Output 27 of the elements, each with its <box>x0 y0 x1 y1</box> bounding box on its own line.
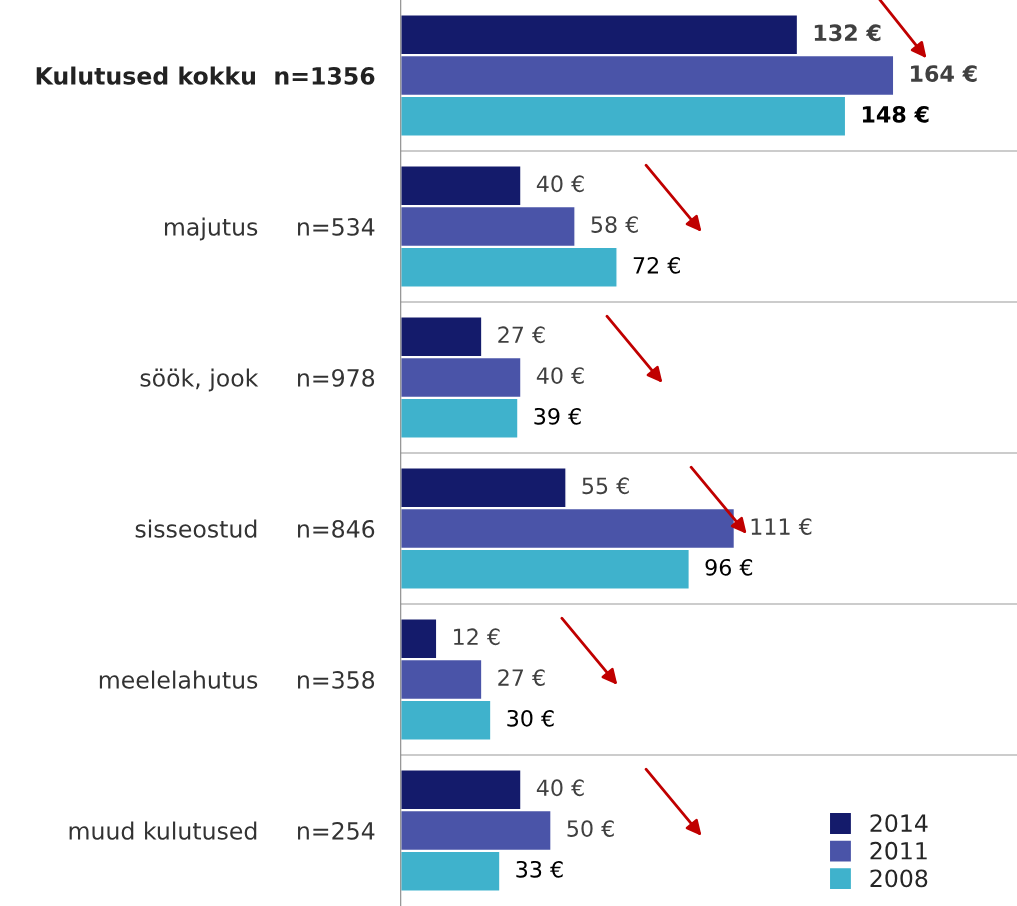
y-tick-label: söök, jook n=978 <box>140 368 375 392</box>
data-label: 96 € <box>705 558 753 576</box>
data-label: 40 € <box>536 367 584 384</box>
data-label: 132 € <box>814 24 881 42</box>
y-tick-label: muud kulutused n=254 <box>69 821 375 840</box>
legend-label: 2008 <box>870 869 928 888</box>
data-label: 40 € <box>536 779 584 797</box>
data-label: 39 € <box>534 407 581 425</box>
data-label: 111 € <box>751 518 812 535</box>
legend-label: 2014 <box>870 814 928 833</box>
y-tick-label: meelelahutus n=358 <box>99 670 375 689</box>
legend-label: 2011 <box>870 841 927 860</box>
data-label: 12 € <box>454 628 500 646</box>
data-label: 30 € <box>507 709 554 727</box>
data-label: 27 € <box>498 669 545 686</box>
data-label: 50 € <box>567 820 614 837</box>
data-label: 58 € <box>591 216 638 233</box>
y-tick-label: majutus n=534 <box>164 217 375 241</box>
data-label: 27 € <box>498 326 545 344</box>
data-label: 55 € <box>582 477 629 495</box>
data-label: 72 € <box>633 256 680 274</box>
data-label: 33 € <box>516 860 563 878</box>
y-tick-label: Kulutused kokku n=1356 <box>36 66 375 85</box>
data-label: 164 € <box>911 65 977 82</box>
y-tick-label: sisseostud n=846 <box>135 519 375 538</box>
data-label: 40 € <box>536 175 584 193</box>
data-label: 148 € <box>862 105 929 123</box>
